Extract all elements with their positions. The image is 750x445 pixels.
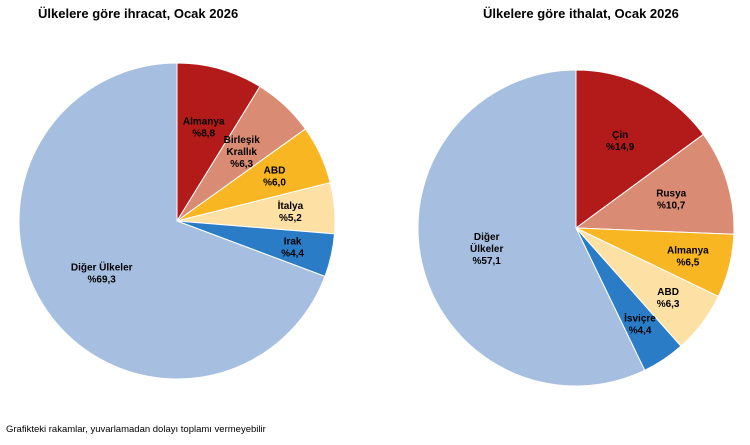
slice-label-italya: İtalya %5,2 xyxy=(278,199,304,224)
slice-label-abd: ABD %6,3 xyxy=(657,287,680,310)
pie-slice-diger-ulkeler xyxy=(18,62,326,380)
slice-label-abd: ABD %6,0 xyxy=(263,165,286,188)
slice-label-diger-ulkeler: Diğer Ülkeler %69,3 xyxy=(71,261,133,286)
slice-label-cin: Çin %14,9 xyxy=(606,130,635,153)
pie-slice-cin xyxy=(575,69,705,229)
import-pie-chart: Çin %14,9 Rusya %10,7 Almanya %6,5 ABD %6,3İsvi… xyxy=(417,69,735,387)
pie-slice-rusya xyxy=(574,133,735,235)
import-chart-title: Ülkelere göre ithalat, Ocak 2026 xyxy=(483,6,679,21)
slice-label-isvicre: İsviçre %4,4 xyxy=(624,312,656,337)
footnote: Grafikteki rakamlar, yuvarlamadan dolayı… xyxy=(6,424,266,435)
slice-label-irak: Irak %4,4 xyxy=(281,236,304,259)
slice-label-almanya: Almanya %6,5 xyxy=(667,245,709,268)
slice-label-almanya: Almanya %8,8 xyxy=(183,116,225,139)
pie-slice-almanya xyxy=(176,62,261,223)
pie-slice-diger-ulkeler xyxy=(417,69,646,387)
slice-label-rusya: Rusya %10,7 xyxy=(656,188,686,211)
slice-label-birlesik-krallik: Birleşik Krallık %6,3 xyxy=(224,135,261,170)
export-chart-title: Ülkelere göre ihracat, Ocak 2026 xyxy=(38,6,239,21)
slice-label-diger-ulkeler: Diğer Ülkeler %57,1 xyxy=(470,232,503,267)
